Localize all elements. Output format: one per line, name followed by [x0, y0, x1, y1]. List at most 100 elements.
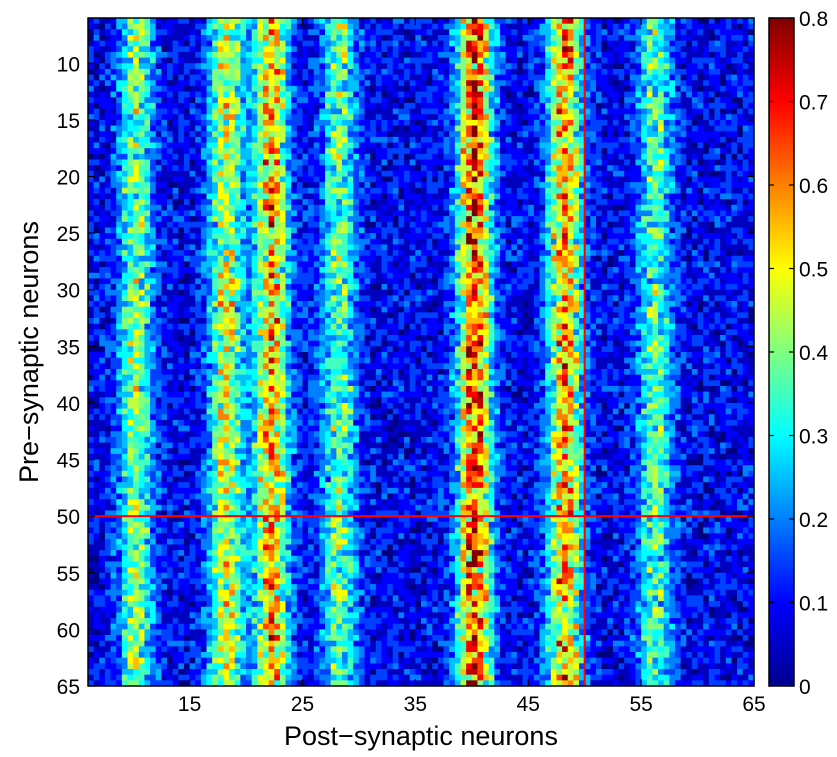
heatmap-cell — [680, 193, 687, 200]
heatmap-cell — [274, 182, 281, 189]
heatmap-cell — [618, 102, 625, 109]
heatmap-cell — [387, 170, 394, 177]
heatmap-cell — [110, 221, 117, 228]
heatmap-cell — [533, 165, 540, 172]
heatmap-cell — [144, 233, 151, 240]
heatmap-cell — [336, 204, 343, 211]
heatmap-cell — [262, 125, 270, 132]
heatmap-cell — [279, 204, 286, 211]
heatmap-cell — [375, 238, 382, 245]
heatmap-cell — [737, 46, 744, 53]
heatmap-cell — [262, 74, 270, 81]
heatmap-cell — [274, 29, 281, 36]
heatmap-cell — [353, 80, 360, 87]
heatmap-cell — [590, 68, 597, 76]
heatmap-cell — [466, 187, 473, 194]
heatmap-cell — [308, 85, 315, 92]
heatmap-cell — [471, 250, 478, 257]
heatmap-cell — [392, 153, 399, 160]
heatmap-cell — [319, 165, 326, 172]
heatmap-cell — [341, 187, 349, 194]
heatmap-cell — [285, 204, 292, 211]
heatmap-cell — [426, 119, 433, 126]
heatmap-cell — [522, 165, 529, 172]
heatmap-cell — [229, 148, 236, 155]
heatmap-cell — [612, 233, 619, 240]
heatmap-cell — [466, 74, 473, 81]
heatmap-cell — [607, 204, 614, 211]
heatmap-cell — [533, 182, 540, 189]
heatmap-cell — [195, 91, 202, 98]
heatmap-cell — [195, 210, 202, 217]
heatmap-cell — [268, 204, 275, 211]
heatmap-cell — [392, 40, 399, 47]
heatmap-cell — [641, 51, 648, 59]
heatmap-cell — [624, 238, 631, 245]
heatmap-cell — [460, 182, 467, 189]
heatmap-cell — [246, 91, 253, 98]
heatmap-cell — [347, 204, 354, 211]
heatmap-cell — [319, 227, 326, 234]
heatmap-cell — [567, 238, 574, 245]
heatmap-cell — [358, 210, 365, 217]
heatmap-cell — [663, 170, 670, 177]
heatmap-cell — [545, 176, 552, 183]
heatmap-cell — [262, 182, 270, 189]
heatmap-cell — [341, 216, 349, 223]
heatmap-cell — [251, 136, 258, 143]
heatmap-cell — [742, 125, 749, 132]
heatmap-cell — [590, 18, 597, 25]
heatmap-cell — [88, 199, 95, 206]
heatmap-cell — [161, 97, 168, 104]
heatmap-cell — [731, 233, 738, 240]
heatmap-cell — [93, 68, 100, 76]
heatmap-cell — [370, 199, 377, 206]
heatmap-cell — [99, 114, 106, 121]
heatmap-cell — [268, 233, 275, 240]
heatmap-cell — [155, 153, 162, 160]
heatmap-cell — [116, 153, 123, 160]
heatmap-cell — [612, 91, 619, 98]
heatmap-cell — [421, 34, 428, 42]
heatmap-cell — [477, 46, 484, 53]
heatmap-cell — [663, 159, 670, 166]
heatmap-cell — [522, 142, 529, 149]
heatmap-cell — [686, 238, 693, 245]
heatmap-cell — [217, 51, 224, 59]
heatmap-cell — [595, 193, 603, 200]
heatmap-cell — [522, 51, 529, 59]
heatmap-cell — [454, 102, 461, 109]
heatmap-cell — [291, 148, 298, 155]
heatmap-cell — [296, 51, 303, 59]
heatmap-cell — [206, 74, 213, 81]
heatmap-cell — [375, 153, 382, 160]
heatmap-cell — [104, 114, 111, 121]
heatmap-cell — [404, 170, 411, 177]
heatmap-cell — [691, 159, 698, 166]
heatmap-cell — [387, 57, 394, 64]
heatmap-cell — [562, 176, 569, 183]
heatmap-cell — [618, 74, 625, 81]
heatmap-cell — [466, 193, 473, 200]
heatmap-cell — [607, 165, 614, 172]
heatmap-cell — [104, 182, 111, 189]
heatmap-cell — [443, 40, 450, 47]
heatmap-cell — [720, 34, 727, 42]
heatmap-cell — [737, 210, 744, 217]
heatmap-cell — [483, 159, 490, 166]
heatmap-cell — [624, 108, 631, 115]
heatmap-cell — [607, 221, 614, 228]
heatmap-cell — [99, 131, 106, 138]
heatmap-cell — [618, 34, 625, 42]
heatmap-cell — [573, 199, 580, 206]
heatmap-cell — [133, 68, 140, 76]
heatmap-cell — [748, 176, 754, 183]
heatmap-cell — [223, 221, 230, 228]
heatmap-cell — [268, 85, 275, 92]
heatmap-cell — [426, 136, 433, 143]
heatmap-cell — [104, 227, 111, 234]
heatmap-cell — [88, 29, 95, 36]
heatmap-cell — [680, 68, 687, 76]
heatmap-cell — [104, 131, 111, 138]
heatmap-cell — [189, 210, 196, 217]
